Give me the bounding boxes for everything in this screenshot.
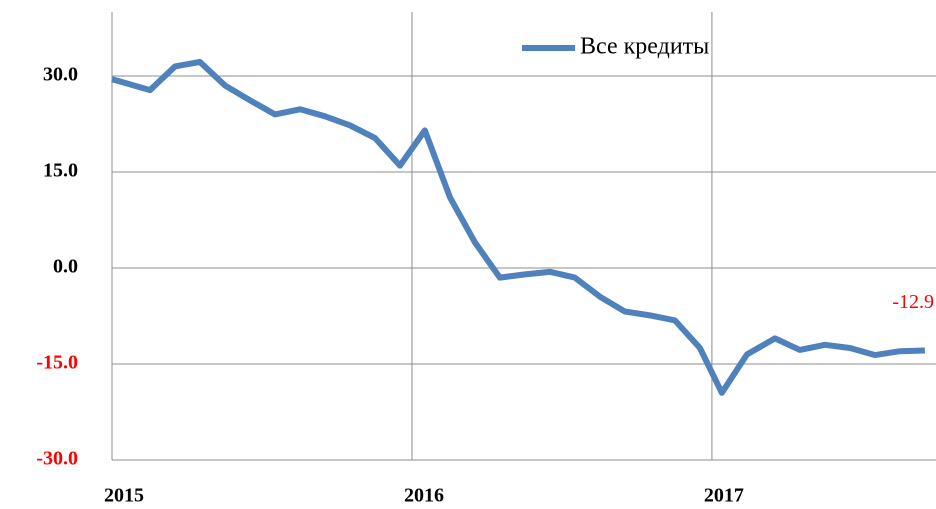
y-tick-label: -30.0 (36, 448, 78, 470)
x-tick-label: 2016 (404, 485, 444, 507)
line (111, 58, 925, 396)
y-tick-label: -15.0 (36, 352, 78, 374)
x-tick-label: 2015 (104, 485, 144, 507)
y-tick-label: 30.0 (43, 64, 78, 86)
legend-label: Все кредиты (580, 34, 709, 60)
annotation: -12.9 (892, 291, 934, 313)
y-tick-label: 0.0 (53, 256, 78, 278)
x-tick-label: 2017 (704, 485, 744, 507)
y-tick-label: 15.0 (43, 160, 78, 182)
